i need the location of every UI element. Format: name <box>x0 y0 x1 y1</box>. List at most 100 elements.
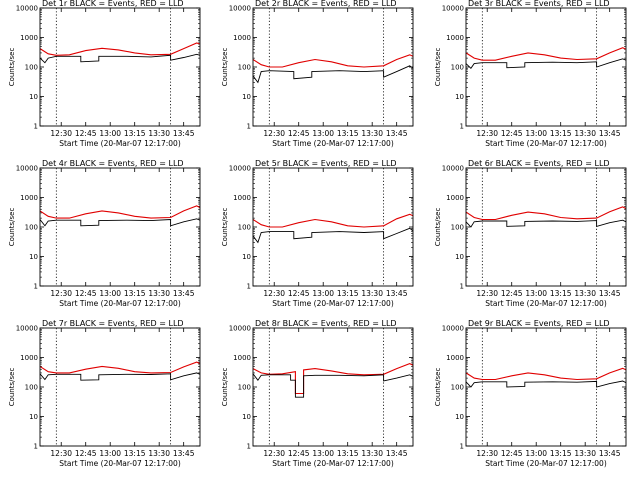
panel-title: Det 1r BLACK = Events, RED = LLD <box>42 0 184 8</box>
x-axis-label: Start Time (20-Mar-07 12:17:00) <box>272 459 394 468</box>
events-series-line <box>252 373 414 398</box>
y-tick-label: 1000 <box>233 194 251 202</box>
plot-frame <box>252 167 414 287</box>
y-tick-label: 10000 <box>16 165 38 173</box>
y-tick-label: 1 <box>247 283 251 291</box>
x-tick-label: 13:15 <box>337 449 359 458</box>
x-tick-label: 13:30 <box>361 289 383 298</box>
panel-det-3r: Det 3r BLACK = Events, RED = LLD 1 10 100 10… <box>434 0 627 148</box>
y-tick-label: 10 <box>29 93 38 101</box>
x-tick-label: 13:45 <box>599 449 621 458</box>
y-tick-label: 10000 <box>442 325 464 333</box>
x-axis-label: Start Time (20-Mar-07 12:17:00) <box>59 459 181 468</box>
x-tick-label: 13:15 <box>124 129 146 138</box>
x-tick-label: 12:45 <box>75 289 97 298</box>
lld-series-line <box>39 42 201 56</box>
y-tick-label: 10 <box>29 253 38 261</box>
plot-frame <box>39 7 201 127</box>
x-tick-label: 12:30 <box>263 449 285 458</box>
y-tick-label: 10000 <box>442 165 464 173</box>
x-tick-label: 13:45 <box>173 129 195 138</box>
y-tick-label: 100 <box>25 64 38 72</box>
y-tick-label: 1000 <box>446 354 464 362</box>
y-tick-label: 1000 <box>446 34 464 42</box>
x-tick-label: 13:30 <box>574 129 596 138</box>
y-tick-label: 100 <box>25 224 38 232</box>
y-tick-label: 10 <box>242 93 251 101</box>
y-tick-label: 10 <box>242 413 251 421</box>
y-axis-label: Counts/sec <box>434 48 442 87</box>
y-tick-label: 1000 <box>20 194 38 202</box>
x-tick-label: 13:45 <box>173 449 195 458</box>
x-tick-label: 13:45 <box>386 129 408 138</box>
x-axis-label: Start Time (20-Mar-07 12:17:00) <box>272 299 394 308</box>
y-axis-label: Counts/sec <box>8 208 16 247</box>
x-tick-label: 12:45 <box>288 129 310 138</box>
y-tick-label: 1 <box>247 443 251 451</box>
plot-frame <box>465 7 627 127</box>
y-tick-label: 10 <box>455 413 464 421</box>
x-tick-label: 13:45 <box>386 289 408 298</box>
x-tick-label: 13:45 <box>386 449 408 458</box>
x-tick-label: 13:30 <box>574 449 596 458</box>
x-tick-label: 12:30 <box>476 289 498 298</box>
events-series-line <box>465 58 627 69</box>
y-tick-label: 100 <box>451 224 464 232</box>
y-tick-label: 10 <box>455 253 464 261</box>
panel-det-5r: Det 5r BLACK = Events, RED = LLD 1 10 100 10… <box>221 159 414 308</box>
x-tick-label: 12:45 <box>501 129 523 138</box>
x-tick-label: 12:30 <box>476 449 498 458</box>
plot-frame <box>252 327 414 447</box>
lld-series-line <box>465 367 627 381</box>
x-tick-label: 13:15 <box>550 129 572 138</box>
x-tick-label: 13:15 <box>550 449 572 458</box>
lld-series-line <box>465 47 627 61</box>
panel-det-4r: Det 4r BLACK = Events, RED = LLD 1 10 100 10… <box>8 159 201 308</box>
lld-series-line <box>39 205 201 219</box>
events-series-line <box>465 219 627 228</box>
y-tick-label: 100 <box>238 64 251 72</box>
x-tick-label: 13:00 <box>99 289 121 298</box>
panel-title: Det 7r BLACK = Events, RED = LLD <box>42 319 184 328</box>
x-tick-label: 13:15 <box>124 289 146 298</box>
y-tick-label: 1000 <box>233 354 251 362</box>
y-tick-label: 1 <box>460 283 464 291</box>
plot-frame <box>465 167 627 287</box>
y-tick-label: 1000 <box>20 34 38 42</box>
x-tick-label: 13:00 <box>312 129 334 138</box>
x-tick-label: 13:00 <box>99 449 121 458</box>
x-tick-label: 13:00 <box>525 129 547 138</box>
y-tick-label: 100 <box>238 224 251 232</box>
x-tick-label: 13:30 <box>361 129 383 138</box>
x-tick-label: 12:30 <box>50 129 72 138</box>
lld-series-line <box>39 361 201 374</box>
y-tick-label: 10000 <box>229 325 251 333</box>
events-series-line <box>39 372 201 381</box>
x-tick-label: 13:30 <box>148 289 170 298</box>
x-tick-label: 12:30 <box>50 449 72 458</box>
y-tick-label: 10000 <box>16 325 38 333</box>
panel-det-2r: Det 2r BLACK = Events, RED = LLD 1 10 100 10… <box>221 0 414 148</box>
y-tick-label: 1000 <box>233 34 251 42</box>
x-tick-label: 13:15 <box>550 289 572 298</box>
plot-frame <box>39 327 201 447</box>
x-tick-label: 13:45 <box>173 289 195 298</box>
y-tick-label: 1 <box>34 443 38 451</box>
y-tick-label: 1 <box>460 123 464 131</box>
events-series-line <box>252 65 414 84</box>
y-axis-label: Counts/sec <box>8 368 16 407</box>
x-tick-label: 12:30 <box>263 289 285 298</box>
panel-title: Det 9r BLACK = Events, RED = LLD <box>468 319 610 328</box>
y-tick-label: 10000 <box>442 5 464 13</box>
y-tick-label: 10 <box>29 413 38 421</box>
events-series-line <box>39 218 201 227</box>
x-tick-label: 13:30 <box>361 449 383 458</box>
x-tick-label: 13:45 <box>599 289 621 298</box>
x-tick-label: 13:30 <box>148 129 170 138</box>
x-axis-label: Start Time (20-Mar-07 12:17:00) <box>485 299 607 308</box>
x-axis-label: Start Time (20-Mar-07 12:17:00) <box>485 139 607 148</box>
panel-det-1r: Det 1r BLACK = Events, RED = LLD 1 10 100 10… <box>8 0 201 148</box>
x-tick-label: 12:45 <box>75 129 97 138</box>
plot-frame <box>252 7 414 127</box>
lld-series-line <box>465 206 627 221</box>
